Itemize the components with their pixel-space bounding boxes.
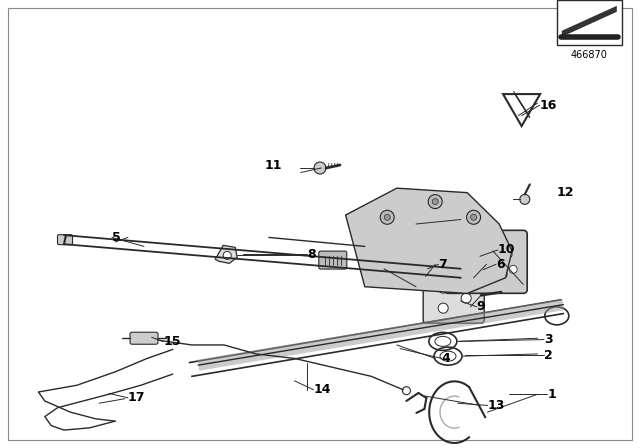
Text: 2: 2 [544, 349, 553, 362]
Polygon shape [562, 6, 617, 37]
Circle shape [314, 162, 326, 174]
Circle shape [499, 270, 508, 278]
Text: 8: 8 [307, 248, 316, 261]
Circle shape [509, 265, 517, 273]
Text: 5: 5 [112, 231, 121, 244]
Circle shape [520, 194, 530, 204]
Text: 10: 10 [498, 243, 515, 257]
Circle shape [470, 214, 477, 220]
FancyBboxPatch shape [130, 332, 158, 344]
Circle shape [438, 303, 448, 313]
Circle shape [432, 198, 438, 205]
Circle shape [461, 293, 471, 303]
Polygon shape [215, 246, 237, 263]
Circle shape [455, 246, 492, 282]
Circle shape [504, 250, 512, 258]
Circle shape [223, 251, 231, 259]
FancyBboxPatch shape [444, 230, 527, 293]
Circle shape [380, 210, 394, 224]
Text: 13: 13 [488, 399, 505, 412]
Text: 6: 6 [496, 258, 504, 271]
Polygon shape [346, 188, 512, 293]
Text: 3: 3 [544, 333, 552, 346]
Text: 12: 12 [557, 186, 574, 199]
Text: 11: 11 [264, 159, 282, 172]
Text: 9: 9 [477, 300, 485, 314]
Text: 16: 16 [540, 99, 557, 112]
Text: 15: 15 [163, 335, 180, 348]
Text: 466870: 466870 [571, 50, 608, 60]
Circle shape [403, 387, 410, 395]
FancyBboxPatch shape [58, 235, 72, 245]
Text: 1: 1 [547, 388, 556, 401]
Circle shape [438, 283, 448, 293]
Text: 17: 17 [128, 391, 145, 405]
Circle shape [463, 254, 483, 274]
Circle shape [384, 214, 390, 220]
FancyBboxPatch shape [423, 272, 484, 323]
Text: 4: 4 [442, 352, 451, 365]
FancyBboxPatch shape [319, 251, 347, 269]
Polygon shape [503, 94, 540, 126]
Text: 7: 7 [438, 258, 447, 271]
Circle shape [467, 210, 481, 224]
FancyBboxPatch shape [557, 0, 622, 45]
Text: 14: 14 [314, 383, 331, 396]
Circle shape [428, 194, 442, 209]
